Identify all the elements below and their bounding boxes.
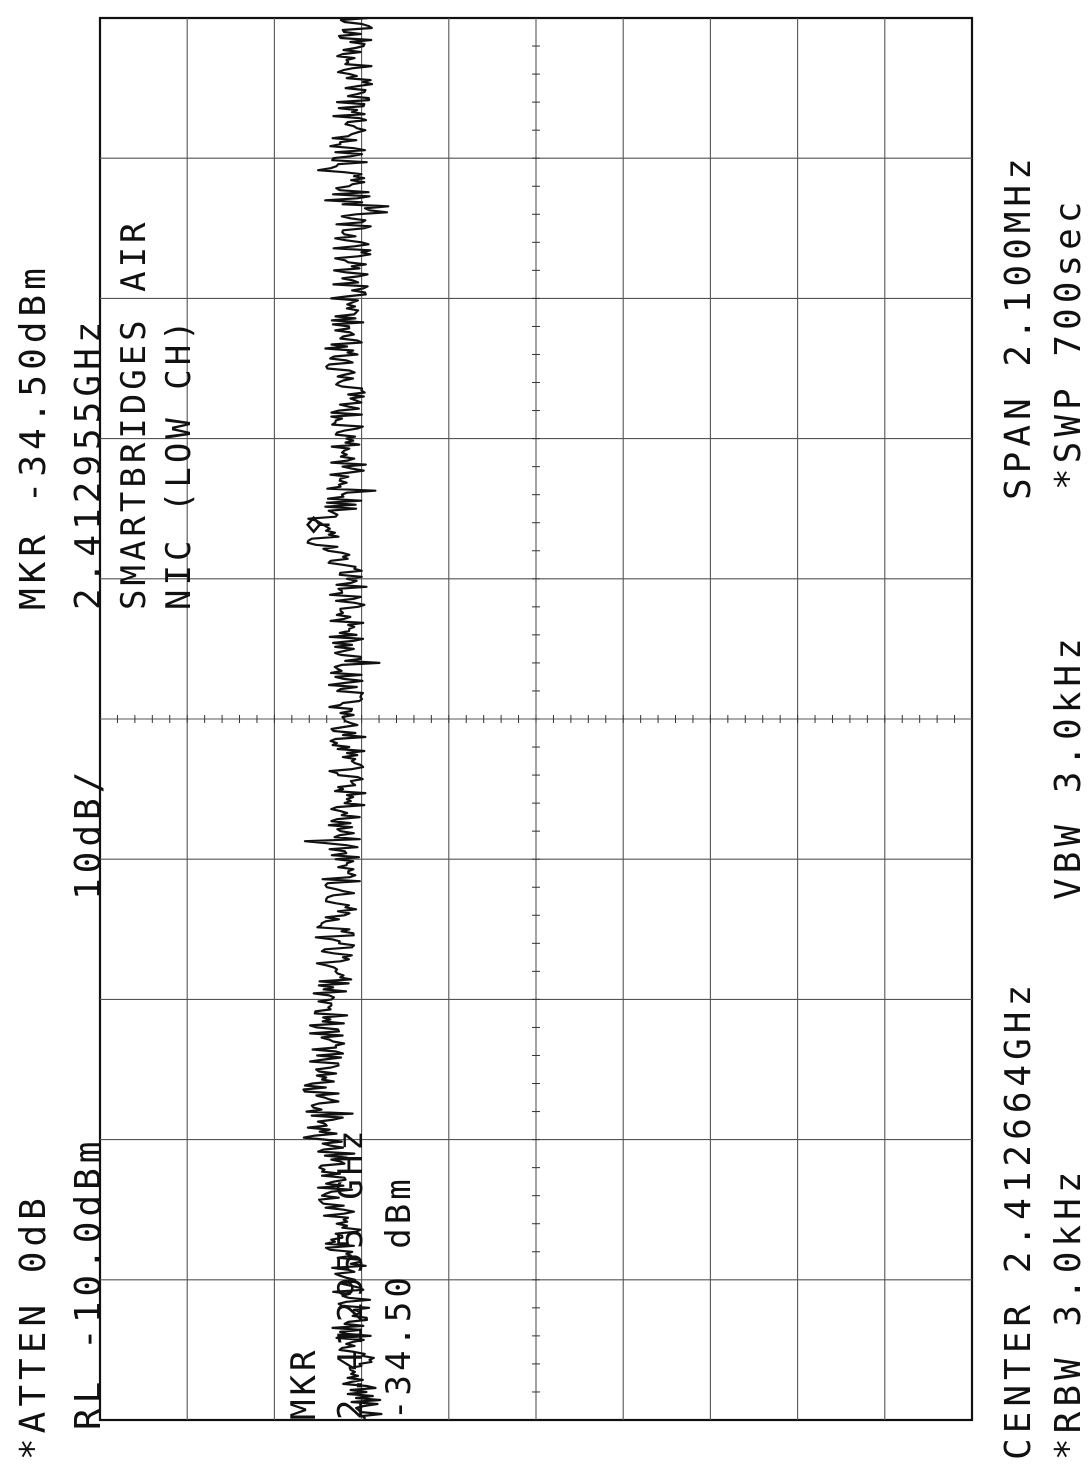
marker-diamond (305, 515, 330, 534)
span-label: SPAN 2.100MHz (998, 153, 1039, 500)
vbw-label: VBW 3.0kHz (1048, 633, 1089, 900)
marker-frequency-label: 2.412955GHz (68, 317, 109, 610)
plot-ticks (116, 45, 956, 1393)
ref-level-label: RL -10.0dBm (68, 1137, 109, 1430)
rbw-label: *RBW 3.0kHz (1048, 1167, 1089, 1460)
annotation-line-1: SMARTBRIDGES AIR (114, 218, 154, 610)
center-frequency-label: CENTER 2.412664GHz (998, 980, 1039, 1460)
atten-label: *ATTEN 0dB (13, 1193, 54, 1460)
scale-label: 10dB/ (68, 767, 109, 900)
spectrum-trace (302, 16, 390, 1421)
annotation-line-2: NIC (LOW CH) (159, 316, 199, 610)
marker-amplitude-label: MKR -34.50dBm (13, 263, 54, 610)
marker-readout-line-1: MKR (284, 1347, 324, 1420)
marker-readout-line-3: -34.50 dBm (379, 1175, 419, 1420)
marker-readout-line-2: 2.412955 GHz (331, 1126, 371, 1420)
sweep-time-label: *SWP 700sec (1048, 197, 1089, 490)
